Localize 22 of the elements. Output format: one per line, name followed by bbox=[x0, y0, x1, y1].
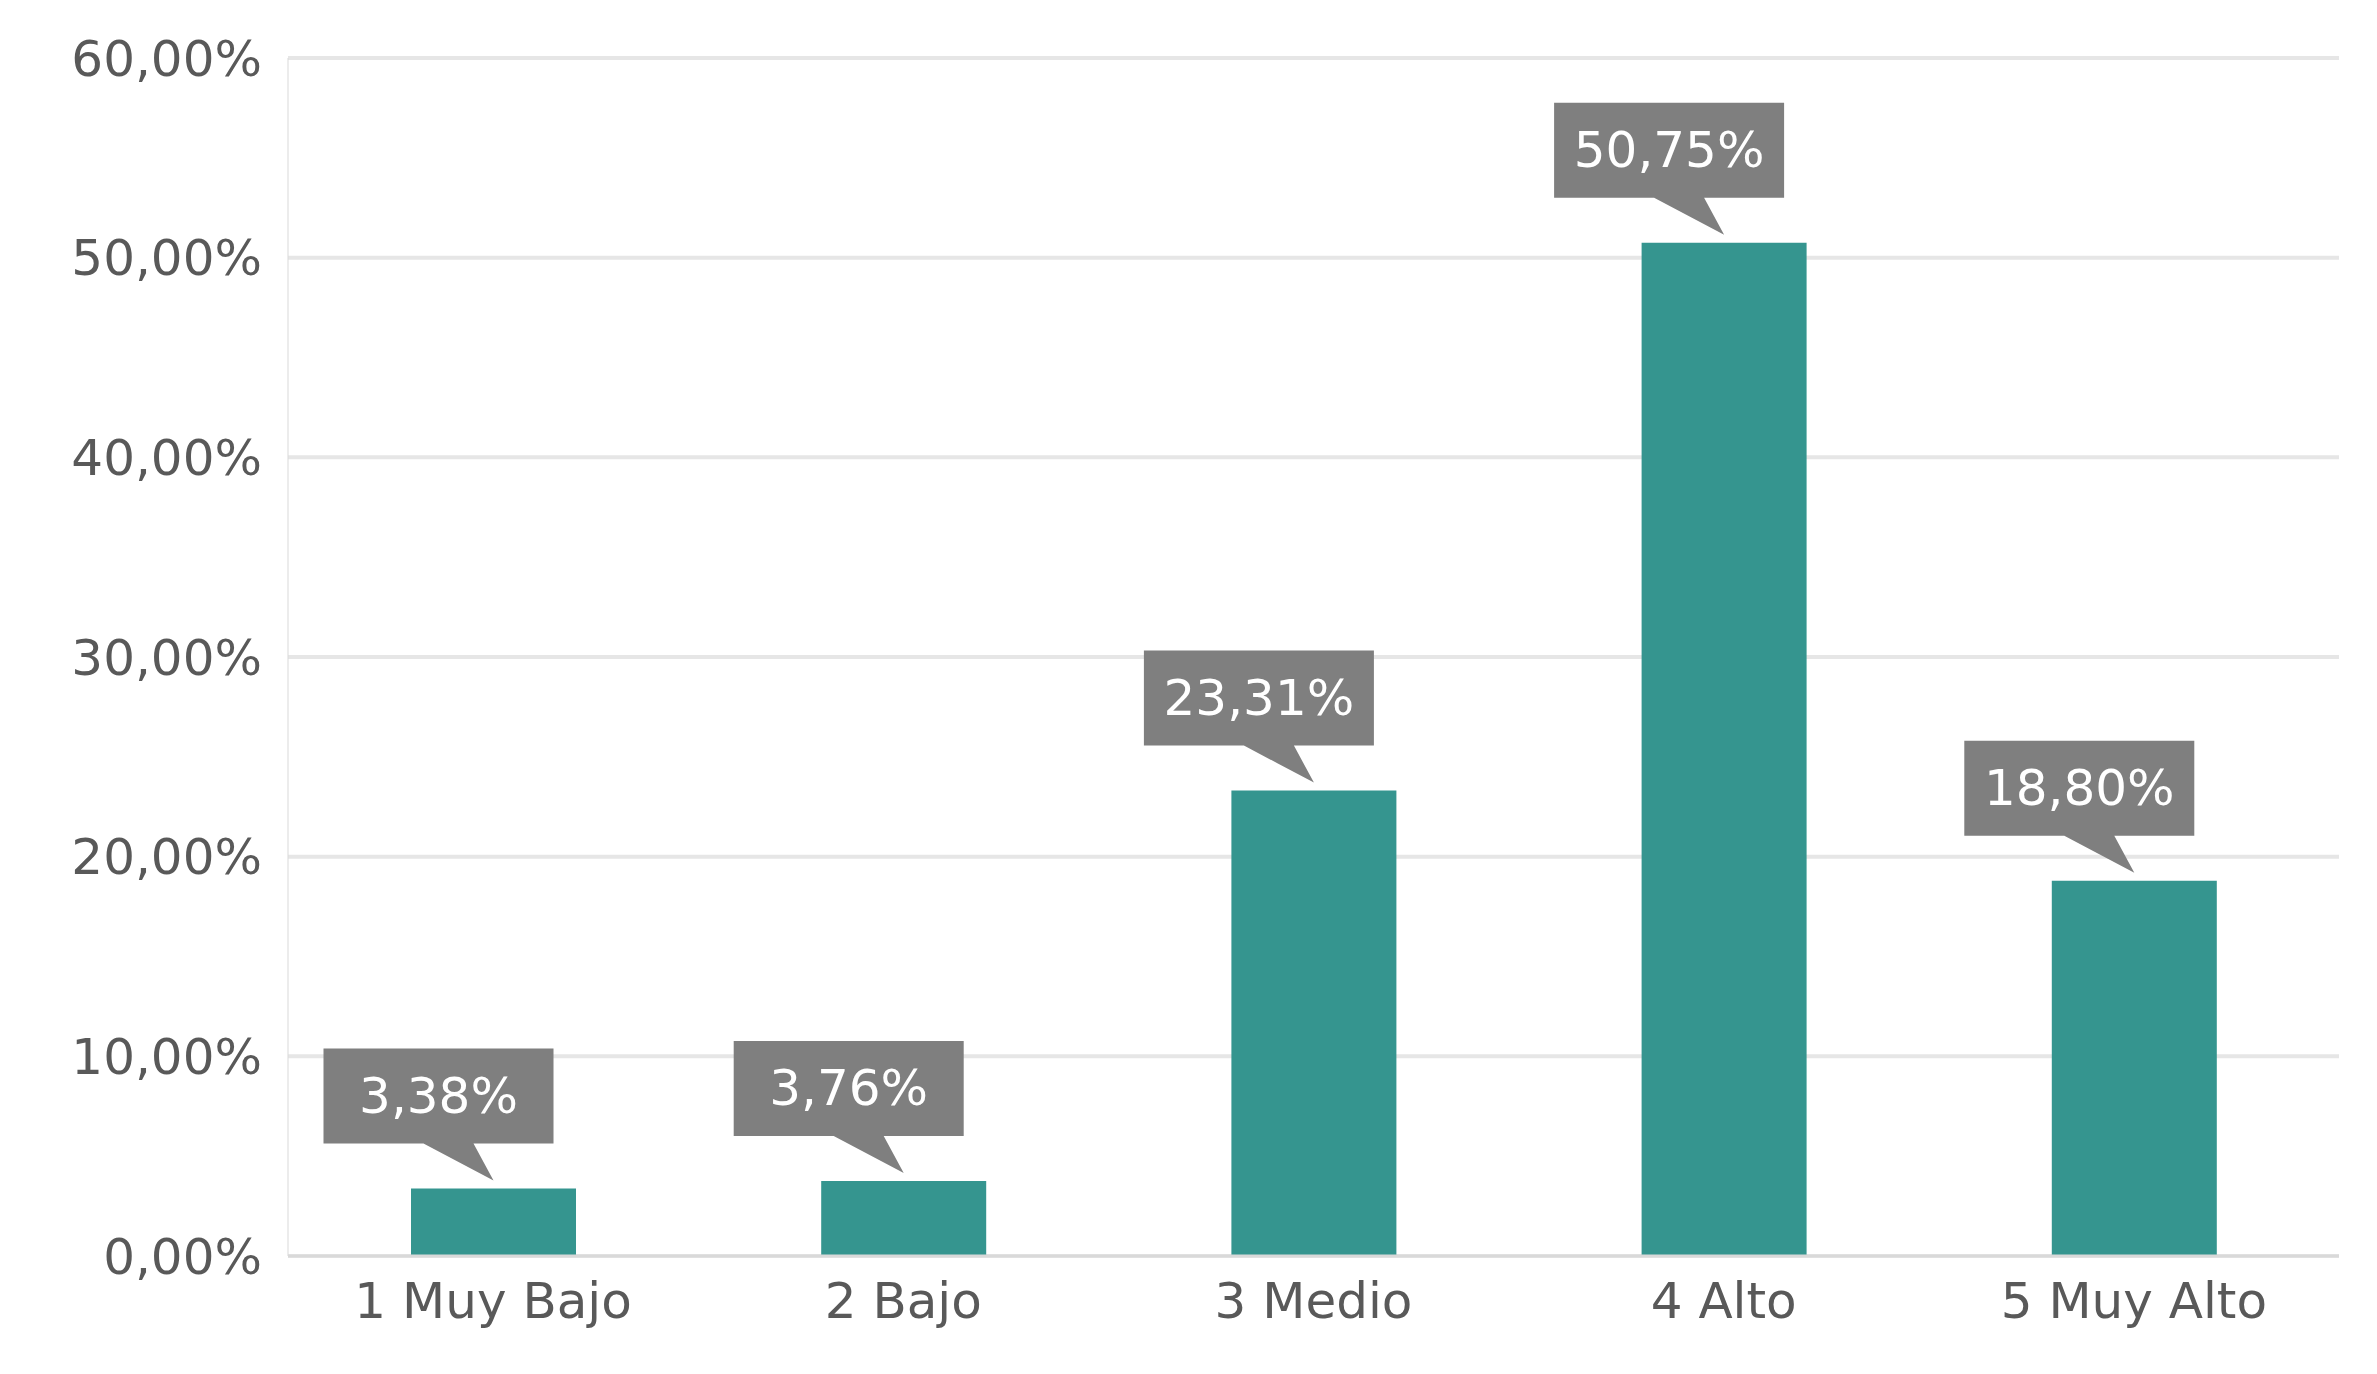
x-tick-label: 5 Muy Alto bbox=[2000, 1271, 2268, 1330]
y-tick-label: 10,00% bbox=[71, 1028, 262, 1087]
bar bbox=[411, 1188, 576, 1256]
bar bbox=[2051, 880, 2217, 1256]
bar bbox=[1231, 790, 1397, 1256]
bar bbox=[821, 1180, 987, 1256]
x-tick-label: 4 Alto bbox=[1650, 1271, 1797, 1330]
data-label: 50,75% bbox=[1573, 121, 1765, 180]
data-label: 18,80% bbox=[1983, 759, 2175, 818]
x-tick-label: 2 Bajo bbox=[824, 1271, 982, 1330]
y-tick-label: 50,00% bbox=[71, 229, 262, 288]
bar bbox=[1641, 242, 1807, 1256]
y-tick-label: 30,00% bbox=[71, 628, 262, 687]
x-tick-label: 1 Muy Bajo bbox=[354, 1271, 632, 1330]
data-label: 3,76% bbox=[769, 1059, 929, 1118]
x-tick-label: 3 Medio bbox=[1214, 1271, 1413, 1330]
y-tick-label: 0,00% bbox=[103, 1227, 262, 1286]
y-tick-label: 60,00% bbox=[71, 29, 262, 88]
data-label: 23,31% bbox=[1163, 669, 1355, 728]
data-label: 3,38% bbox=[359, 1067, 518, 1126]
y-tick-label: 20,00% bbox=[71, 828, 262, 887]
y-tick-label: 40,00% bbox=[71, 429, 262, 488]
